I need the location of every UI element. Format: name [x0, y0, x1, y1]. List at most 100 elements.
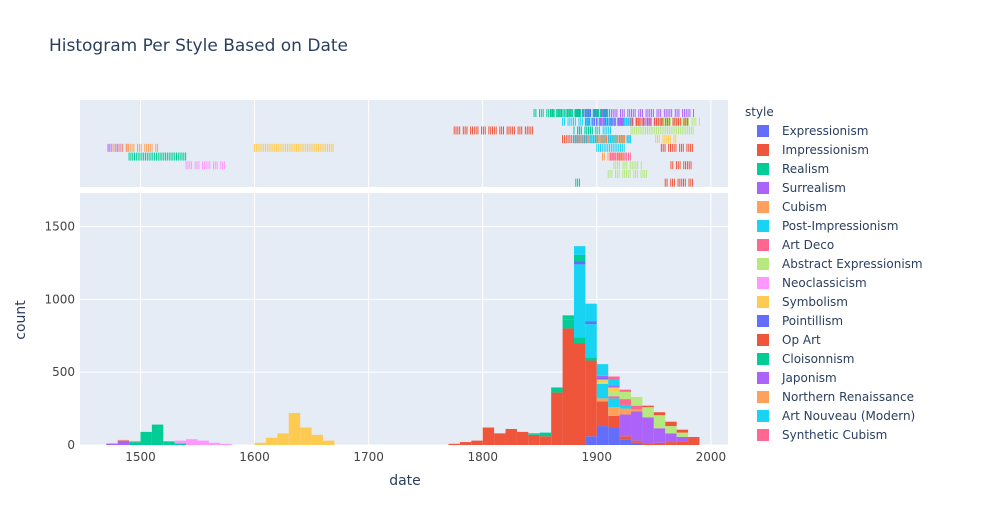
histogram-bar — [562, 328, 574, 445]
series-bars — [608, 396, 643, 410]
legend-label: Art Nouveau (Modern) — [782, 409, 915, 423]
series-bars — [596, 382, 689, 437]
histogram-bar — [631, 396, 643, 406]
histogram-bar — [288, 412, 301, 445]
y-tick-label: 1000 — [44, 292, 75, 306]
histogram-bar — [174, 443, 187, 445]
histogram-bar — [528, 433, 540, 435]
histogram-bar — [608, 376, 620, 380]
histogram-bar — [585, 321, 597, 325]
histogram-bar — [619, 389, 632, 392]
legend-swatch — [757, 220, 769, 232]
legend-item[interactable]: Abstract Expressionism — [757, 257, 923, 271]
series-bars — [106, 411, 689, 445]
histogram-bar — [448, 443, 460, 445]
legend-label: Cloisonnism — [782, 352, 854, 366]
histogram-bar — [608, 396, 620, 399]
histogram-bar — [665, 442, 677, 445]
histogram-bar — [596, 382, 609, 384]
y-tick-label: 0 — [67, 438, 75, 452]
histogram-bar — [585, 436, 597, 445]
series-bars — [585, 426, 643, 445]
histogram-bar — [208, 442, 221, 445]
histogram-bar — [311, 434, 323, 445]
histogram-bar — [619, 404, 632, 409]
histogram-bar — [163, 441, 175, 445]
legend-label: Expressionism — [782, 124, 868, 138]
legend-item[interactable]: Cubism — [757, 200, 827, 214]
legend-swatch — [757, 429, 769, 441]
histogram-bar — [642, 407, 654, 418]
legend-swatch — [757, 391, 769, 403]
legend-label: Synthetic Cubism — [782, 428, 887, 442]
histogram-bar — [573, 246, 586, 255]
histogram-bar — [573, 261, 586, 265]
legend-item[interactable]: Cloisonnism — [757, 352, 854, 366]
histogram-bar — [653, 428, 666, 443]
histogram-bar — [573, 337, 586, 344]
histogram-bar — [562, 315, 574, 320]
legend-item[interactable]: Surrealism — [757, 181, 846, 195]
histogram-bar — [186, 439, 198, 445]
legend-item[interactable]: Japonism — [757, 371, 837, 385]
legend-swatch — [757, 182, 769, 194]
legend-item[interactable]: Post-Impressionism — [757, 219, 898, 233]
histogram-bar — [665, 433, 677, 443]
x-tick-label: 2000 — [696, 450, 727, 464]
legend-item[interactable]: Op Art — [757, 333, 821, 347]
histogram-bar — [265, 437, 278, 445]
series-bars — [573, 264, 632, 409]
histogram-bar — [505, 428, 517, 445]
series-bars — [596, 375, 620, 388]
series-rug — [575, 109, 608, 118]
histogram-bar — [129, 440, 141, 443]
histogram-bar — [596, 377, 609, 380]
legend-swatch — [757, 296, 769, 308]
rug-panel — [80, 100, 728, 187]
legend-label: Art Deco — [782, 238, 834, 252]
histogram-bar — [585, 360, 597, 437]
legend-item[interactable]: Symbolism — [757, 295, 848, 309]
legend-item[interactable]: Northern Renaissance — [757, 390, 914, 404]
series-rug — [254, 135, 677, 152]
histogram-bar — [688, 436, 700, 439]
histogram-bar — [653, 415, 666, 429]
x-tick-label: 1600 — [239, 450, 270, 464]
histogram-bar — [596, 426, 609, 445]
histogram-bar — [608, 379, 620, 386]
legend-item[interactable]: Neoclassicism — [757, 276, 867, 290]
legend-item[interactable]: Synthetic Cubism — [757, 428, 887, 442]
series-rug — [185, 161, 225, 170]
legend-swatch — [757, 334, 769, 346]
histogram-bar — [608, 385, 620, 388]
histogram-bar — [596, 383, 609, 399]
histogram-bar — [608, 415, 620, 428]
histogram-bar — [254, 442, 266, 445]
histogram-bar — [676, 429, 689, 433]
legend-item[interactable]: Art Deco — [757, 238, 834, 252]
legend-swatch — [757, 372, 769, 384]
legend-item[interactable]: Pointillism — [757, 314, 843, 328]
legend-item[interactable]: Realism — [757, 162, 829, 176]
legend-item[interactable]: Expressionism — [757, 124, 868, 138]
histogram-bar — [197, 440, 209, 445]
legend-label: Pointillism — [782, 314, 843, 328]
histogram-bar — [323, 440, 335, 445]
legend-title: style — [745, 105, 774, 119]
histogram-bar — [619, 436, 632, 440]
histogram-bar — [494, 433, 506, 445]
legend-item[interactable]: Art Nouveau (Modern) — [757, 409, 915, 423]
chart-title: Histogram Per Style Based on Date — [49, 36, 348, 56]
legend-label: Japonism — [781, 371, 837, 385]
histogram-bar — [619, 414, 632, 437]
legend: style Expressionism Impressionism Realism S… — [745, 105, 923, 442]
legend-label: Cubism — [782, 200, 827, 214]
legend-label: Surrealism — [782, 181, 846, 195]
series-bars — [642, 405, 700, 439]
histogram-bar — [596, 398, 609, 402]
histogram-bar — [631, 411, 643, 441]
legend-item[interactable]: Impressionism — [757, 143, 869, 157]
histogram-bar — [459, 442, 472, 445]
histogram-bar — [619, 408, 632, 415]
histogram-bar — [596, 401, 609, 427]
